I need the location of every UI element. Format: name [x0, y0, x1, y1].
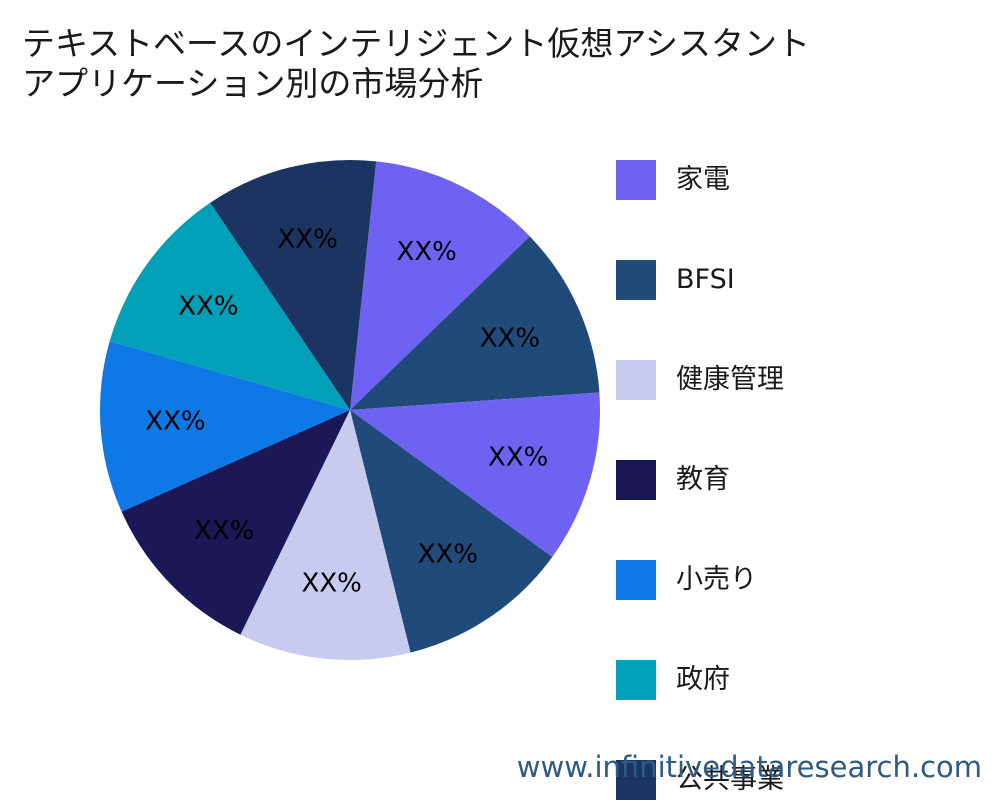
legend-swatch: [616, 460, 656, 500]
pie-slice-0: [350, 161, 530, 410]
slice-data-label: XX%: [178, 292, 238, 322]
slice-data-label: XX%: [488, 443, 548, 473]
legend-label: BFSI: [676, 264, 735, 295]
legend-label: 家電: [676, 164, 730, 195]
legend-label: 政府: [676, 664, 730, 695]
slice-data-label: XX%: [418, 540, 478, 570]
legend-swatch: [616, 360, 656, 400]
watermark: www.infinitivedataresearch.com: [516, 750, 982, 784]
legend-swatch: [616, 160, 656, 200]
slice-data-label: XX%: [277, 225, 337, 255]
pie-slice-3: [350, 410, 553, 653]
legend-label: 小売り: [676, 564, 757, 595]
slice-data-label: XX%: [480, 323, 540, 353]
pie-slice-5: [121, 410, 350, 635]
chart-title-line1: テキストベースのインテリジェント仮想アシスタント: [22, 24, 811, 63]
legend-label: 公共事業: [676, 764, 784, 795]
slice-data-label: XX%: [397, 237, 457, 267]
legend-label: 健康管理: [676, 364, 784, 395]
legend-swatch: [616, 560, 656, 600]
slice-data-label: XX%: [302, 569, 362, 599]
pie-slice-8: [210, 159, 377, 410]
chart-title-line2: アプリケーション別の市場分析: [22, 64, 484, 103]
legend-swatch: [616, 760, 656, 800]
legend-swatch: [616, 660, 656, 700]
pie-slice-2: [350, 392, 600, 557]
legend-swatch: [616, 260, 656, 300]
pie-slice-1: [350, 236, 600, 410]
pie-slice-7: [109, 202, 351, 410]
slice-data-label: XX%: [194, 516, 254, 546]
pie-slice-4: [240, 410, 411, 660]
slice-data-label: XX%: [145, 407, 205, 437]
legend-label: 教育: [676, 464, 730, 495]
chart-title: テキストベースのインテリジェント仮想アシスタント アプリケーション別の市場分析: [22, 24, 810, 104]
pie-slice-6: [99, 341, 350, 512]
